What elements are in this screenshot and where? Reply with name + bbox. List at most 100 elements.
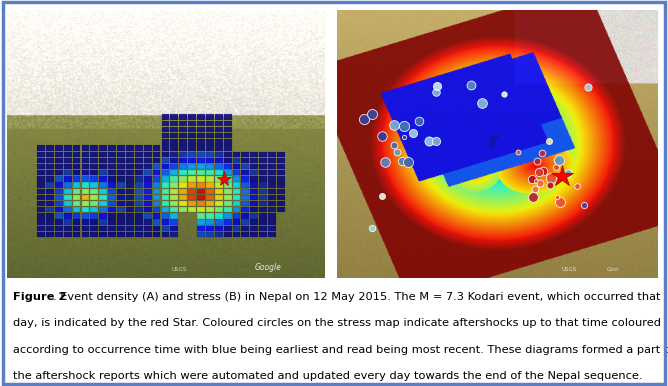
Bar xyxy=(144,151,152,157)
Bar xyxy=(126,232,134,237)
Bar xyxy=(81,225,90,231)
Bar xyxy=(64,157,71,163)
Bar xyxy=(224,157,232,163)
Bar xyxy=(197,115,205,120)
Bar xyxy=(224,146,232,151)
Bar xyxy=(108,188,116,194)
Bar xyxy=(224,232,232,237)
Bar xyxy=(135,151,143,157)
Bar xyxy=(152,225,160,231)
Bar xyxy=(242,188,249,194)
Bar xyxy=(90,201,98,206)
Bar xyxy=(250,176,259,181)
Bar xyxy=(188,164,196,169)
Bar xyxy=(55,225,63,231)
Bar xyxy=(277,170,285,176)
Bar xyxy=(277,188,285,194)
Bar xyxy=(108,225,116,231)
Bar xyxy=(179,164,187,169)
Point xyxy=(552,157,562,163)
Bar xyxy=(37,151,45,157)
Bar xyxy=(206,157,214,163)
Bar xyxy=(170,164,178,169)
Bar xyxy=(162,176,170,181)
Bar xyxy=(90,195,98,200)
Bar xyxy=(126,225,134,231)
Bar xyxy=(170,121,178,126)
Bar xyxy=(100,151,107,157)
Bar xyxy=(206,182,214,188)
Bar xyxy=(179,207,187,212)
Point xyxy=(538,168,548,174)
Bar xyxy=(135,213,143,218)
Bar xyxy=(135,195,143,200)
Bar xyxy=(37,170,45,176)
Bar xyxy=(242,201,249,206)
Point xyxy=(546,175,556,181)
Bar xyxy=(100,207,107,212)
Bar xyxy=(73,213,81,218)
Bar xyxy=(242,213,249,218)
Bar xyxy=(144,213,152,218)
Bar xyxy=(55,207,63,212)
Bar xyxy=(152,195,160,200)
Bar xyxy=(268,213,276,218)
Bar xyxy=(46,225,54,231)
Bar xyxy=(170,207,178,212)
Bar xyxy=(100,188,107,194)
Bar xyxy=(73,176,81,181)
Bar xyxy=(135,176,143,181)
Bar xyxy=(206,164,214,169)
Bar xyxy=(162,170,170,176)
Bar xyxy=(100,195,107,200)
Bar xyxy=(73,146,81,151)
Text: according to occurrence time with blue being earliest and read being most recent: according to occurrence time with blue b… xyxy=(13,345,668,355)
Bar xyxy=(126,176,134,181)
Bar xyxy=(188,188,196,194)
Bar xyxy=(268,195,276,200)
Bar xyxy=(126,188,134,194)
Point xyxy=(526,175,537,181)
Bar xyxy=(188,146,196,151)
Bar xyxy=(215,170,222,176)
Bar xyxy=(46,207,54,212)
Bar xyxy=(215,121,222,126)
Bar xyxy=(152,201,160,206)
Bar xyxy=(144,201,152,206)
Text: Google: Google xyxy=(255,263,281,272)
Bar xyxy=(64,188,71,194)
Bar xyxy=(108,151,116,157)
Bar xyxy=(126,213,134,218)
Bar xyxy=(162,201,170,206)
Bar xyxy=(268,207,276,212)
Text: day, is indicated by the red Star. Coloured circles on the stress map indicate a: day, is indicated by the red Star. Colou… xyxy=(13,318,661,328)
Bar xyxy=(197,133,205,139)
Bar xyxy=(232,151,240,157)
Bar xyxy=(55,219,63,225)
Bar xyxy=(64,201,71,206)
Bar xyxy=(179,133,187,139)
Point xyxy=(530,186,540,192)
Bar xyxy=(117,232,125,237)
Bar xyxy=(277,157,285,163)
Bar xyxy=(81,164,90,169)
Bar xyxy=(232,182,240,188)
Bar xyxy=(81,195,90,200)
Bar xyxy=(73,151,81,157)
Bar xyxy=(100,170,107,176)
Bar xyxy=(277,151,285,157)
Bar xyxy=(162,157,170,163)
Bar xyxy=(188,139,196,145)
Bar xyxy=(126,151,134,157)
Bar xyxy=(250,151,259,157)
Bar xyxy=(46,201,54,206)
Bar xyxy=(73,232,81,237)
Bar xyxy=(37,182,45,188)
Bar xyxy=(64,151,71,157)
Bar xyxy=(224,219,232,225)
Bar xyxy=(144,207,152,212)
Bar xyxy=(268,232,276,237)
Bar xyxy=(73,164,81,169)
Bar xyxy=(81,176,90,181)
Bar xyxy=(117,188,125,194)
